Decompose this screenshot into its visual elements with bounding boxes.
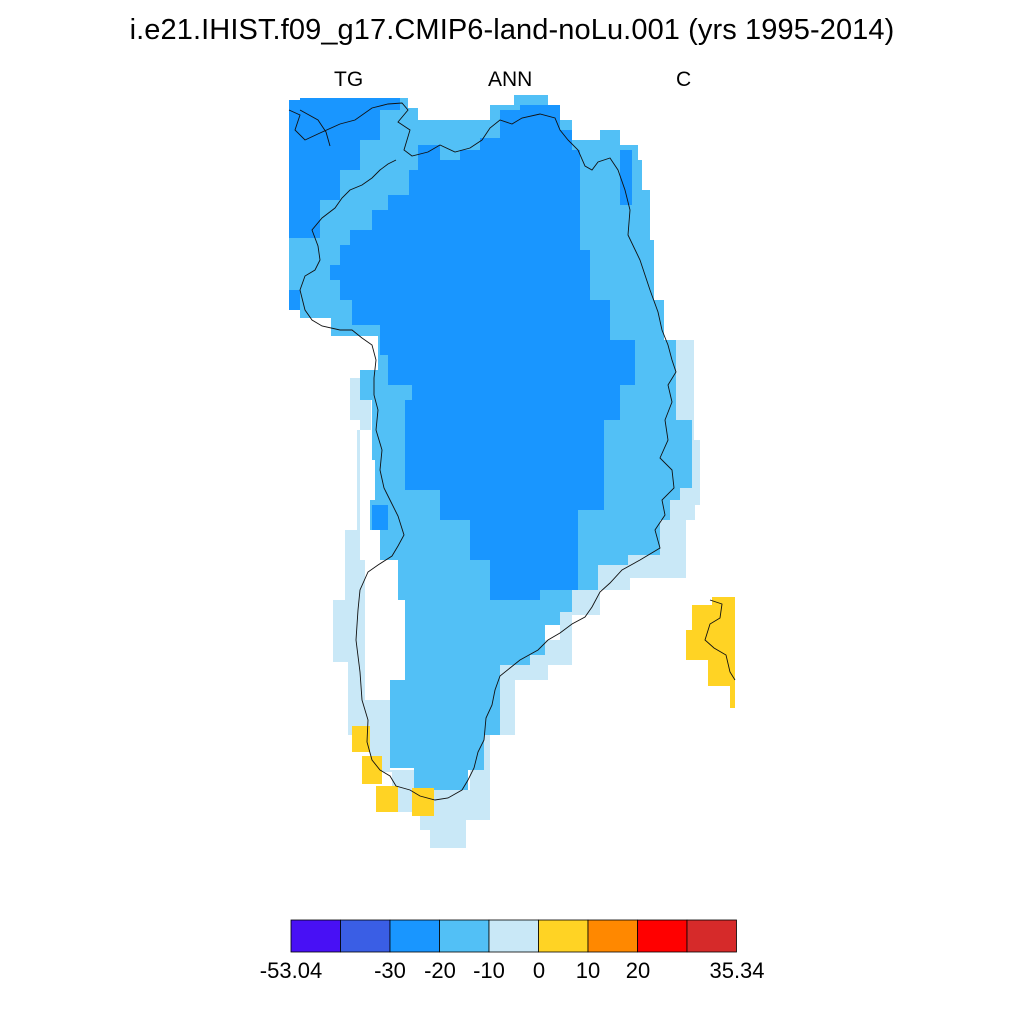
colorbar-tick-label: -30 (374, 958, 406, 983)
colorbar-box (290, 919, 341, 953)
colorbar-box (488, 919, 539, 953)
colorbar (290, 919, 737, 953)
colorbar-tick-label: -20 (424, 958, 456, 983)
colorbar-tick-label: 10 (575, 958, 601, 983)
map-region-minus20-to-minus30 (289, 98, 635, 600)
colorbar-box (389, 919, 440, 953)
colorbar-box (637, 919, 688, 953)
colorbar-box (538, 919, 589, 953)
season-label: ANN (488, 68, 533, 91)
units-label: C (676, 68, 692, 91)
colorbar-tick-label: 20 (625, 958, 651, 983)
coastline (288, 102, 736, 801)
colorbar-box (439, 919, 490, 953)
colorbar-tick-label: 35.34 (709, 958, 765, 983)
variable-label: TG (334, 68, 364, 91)
colorbar-tick-label: -10 (473, 958, 505, 983)
colorbar-box (340, 919, 391, 953)
colorbar-box (686, 919, 737, 953)
colorbar-tick-label: -53.04 (259, 958, 323, 983)
plot-title: i.e21.IHIST.f09_g17.CMIP6-land-noLu.001 … (129, 14, 895, 46)
colorbar-tick-label: 0 (532, 958, 546, 983)
colorbar-box (587, 919, 638, 953)
